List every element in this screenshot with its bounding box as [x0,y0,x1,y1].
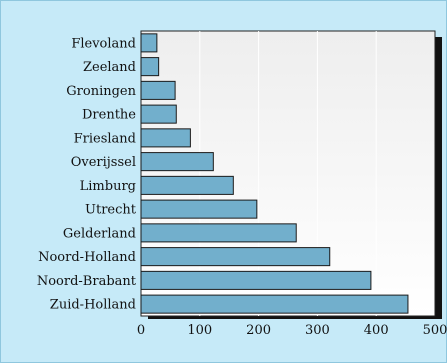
bar-noord-holland [140,247,331,267]
bar-zuid-holland [140,294,409,314]
bar-zeeland [140,57,160,77]
category-label: Zuid-Holland [50,298,136,313]
x-tick-label: 100 [187,323,212,338]
x-tick-label: 0 [137,323,145,338]
category-label: Utrecht [85,203,137,218]
category-label: Overijssel [71,155,136,170]
category-label: Drenthe [82,108,136,123]
category-label: Noord-Holland [38,250,136,265]
x-tick-label: 300 [305,323,330,338]
category-label: Noord-Brabant [37,274,137,289]
bar-friesland [140,128,191,148]
bar-flevoland [140,33,158,53]
bar-utrecht [140,199,258,219]
category-label: Limburg [80,179,136,194]
category-label: Zeeland [83,60,136,75]
plot-area [140,30,436,317]
bar-drenthe [140,104,177,124]
bar-overijssel [140,152,214,172]
x-tick-label: 400 [364,323,389,338]
bar-groningen [140,80,176,100]
x-tick-label: 500 [423,323,447,338]
bar-limburg [140,175,234,195]
bar-gelderland [140,223,297,243]
category-label: Flevoland [71,36,136,51]
category-label: Groningen [66,84,136,99]
category-label: Friesland [74,131,136,146]
x-tick-label: 200 [246,323,271,338]
bar-noord-brabant [140,270,372,290]
category-label: Gelderland [63,226,136,241]
